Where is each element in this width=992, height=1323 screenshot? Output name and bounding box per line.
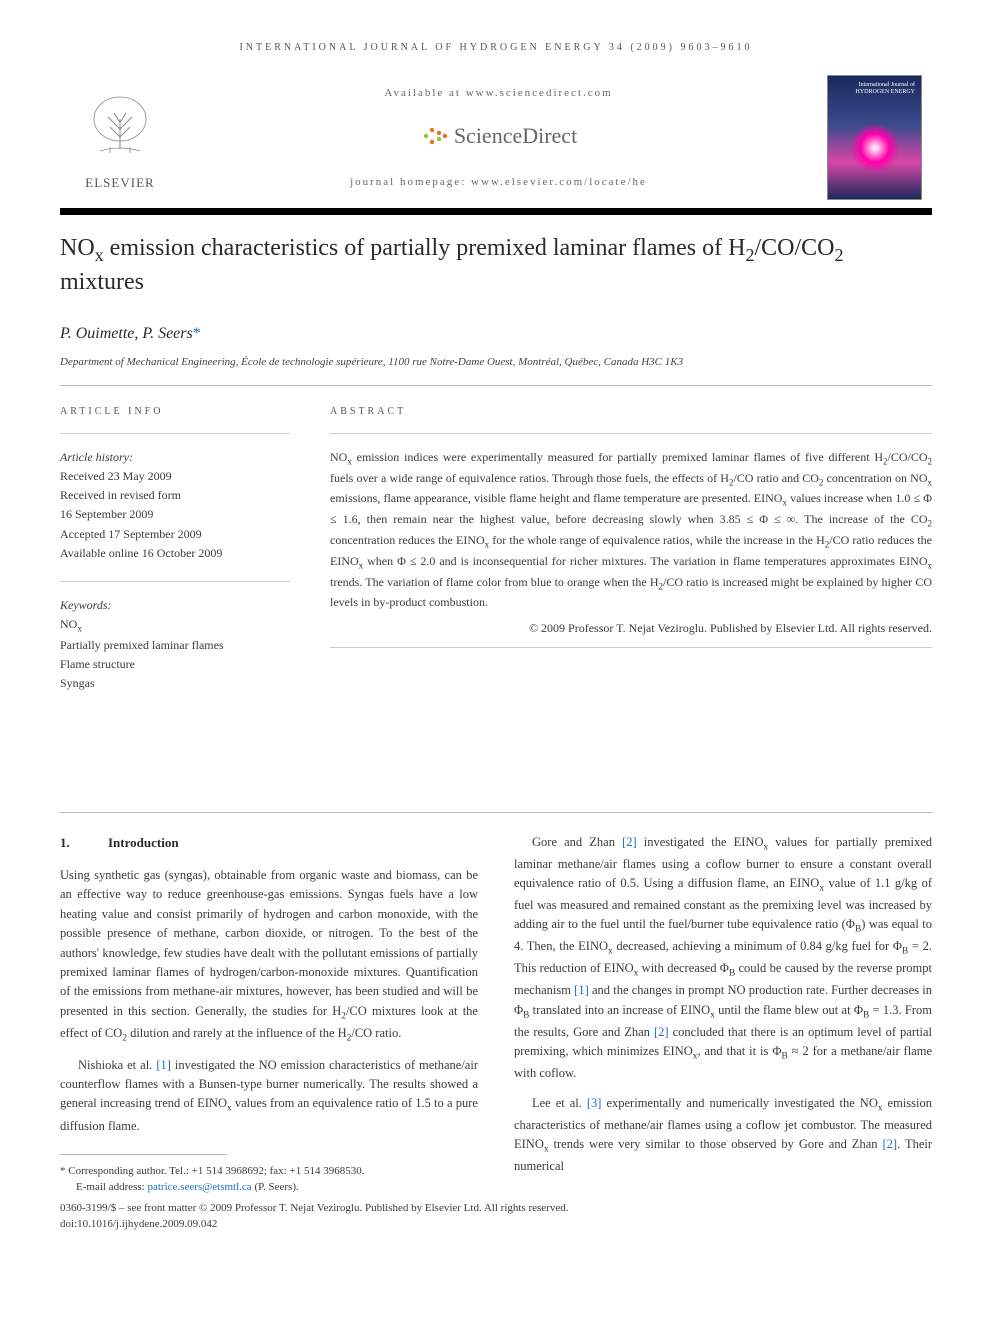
intro-para-1: Using synthetic gas (syngas), obtainable… xyxy=(60,866,478,1046)
history-accepted: Accepted 17 September 2009 xyxy=(60,525,290,544)
abstract-end-rule xyxy=(330,647,932,648)
sciencedirect-icon xyxy=(420,122,448,150)
email-label: E-mail address: xyxy=(76,1181,147,1193)
intro-para-2: Nishioka et al. [1] investigated the NO … xyxy=(60,1056,478,1136)
history-revised-line1: Received in revised form xyxy=(60,486,290,505)
right-column: Gore and Zhan [2] investigated the EINOx… xyxy=(514,833,932,1196)
available-at-text: Available at www.sciencedirect.com xyxy=(170,85,827,102)
abstract-label: ABSTRACT xyxy=(330,404,932,419)
history-received: Received 23 May 2009 xyxy=(60,467,290,486)
title-separator-bar xyxy=(60,208,932,215)
history-online: Available online 16 October 2009 xyxy=(60,544,290,563)
corresponding-author-footnote: * Corresponding author. Tel.: +1 514 396… xyxy=(60,1163,478,1196)
keyword-4: Syngas xyxy=(60,674,290,693)
issn-doi-footer: 0360-3199/$ – see front matter © 2009 Pr… xyxy=(60,1200,932,1233)
journal-homepage[interactable]: journal homepage: www.elsevier.com/locat… xyxy=(170,174,827,191)
history-title: Article history: xyxy=(60,448,290,467)
email-link[interactable]: patrice.seers@etsmtl.ca xyxy=(147,1181,251,1193)
elsevier-tree-icon xyxy=(80,89,160,169)
article-title: NOx emission characteristics of partiall… xyxy=(60,233,932,298)
affiliation: Department of Mechanical Engineering, Éc… xyxy=(60,354,932,371)
article-info-column: ARTICLE INFO Article history: Received 2… xyxy=(60,404,290,712)
copyright-line: © 2009 Professor T. Nejat Veziroglu. Pub… xyxy=(330,619,932,637)
body-top-rule xyxy=(60,812,932,813)
section-title: Introduction xyxy=(108,835,179,850)
abstract-column: ABSTRACT NOx emission indices were exper… xyxy=(330,404,932,712)
info-rule-2 xyxy=(60,581,290,582)
elsevier-label: ELSEVIER xyxy=(85,173,154,193)
abstract-rule xyxy=(330,433,932,434)
keyword-3: Flame structure xyxy=(60,655,290,674)
abstract-text: NOx emission indices were experimentally… xyxy=(330,448,932,613)
authors: P. Ouimette, P. Seers* xyxy=(60,322,932,346)
footnote-corr: * Corresponding author. Tel.: +1 514 396… xyxy=(60,1163,478,1180)
cover-title: International Journal of HYDROGEN ENERGY xyxy=(828,82,915,96)
sciencedirect-logo[interactable]: ScienceDirect xyxy=(170,119,827,152)
keyword-2: Partially premixed laminar flames xyxy=(60,636,290,655)
footnote-email-line: E-mail address: patrice.seers@etsmtl.ca … xyxy=(76,1179,478,1196)
email-suffix: (P. Seers). xyxy=(252,1181,299,1193)
right-para-2: Lee et al. [3] experimentally and numeri… xyxy=(514,1094,932,1177)
publisher-bar: ELSEVIER Available at www.sciencedirect.… xyxy=(60,75,932,200)
body-columns: 1.Introduction Using synthetic gas (syng… xyxy=(60,833,932,1196)
sciencedirect-text: ScienceDirect xyxy=(454,119,577,152)
doi-line: doi:10.1016/j.ijhydene.2009.09.042 xyxy=(60,1216,932,1233)
section-1-heading: 1.Introduction xyxy=(60,833,478,853)
journal-header: INTERNATIONAL JOURNAL OF HYDROGEN ENERGY… xyxy=(60,40,932,55)
info-rule-1 xyxy=(60,433,290,434)
keyword-1: NOx xyxy=(60,615,290,636)
section-number: 1. xyxy=(60,833,108,853)
right-para-1: Gore and Zhan [2] investigated the EINOx… xyxy=(514,833,932,1084)
keywords-block: Keywords: NOx Partially premixed laminar… xyxy=(60,596,290,694)
left-column: 1.Introduction Using synthetic gas (syng… xyxy=(60,833,478,1196)
issn-line: 0360-3199/$ – see front matter © 2009 Pr… xyxy=(60,1200,932,1217)
article-history: Article history: Received 23 May 2009 Re… xyxy=(60,448,290,563)
journal-cover-thumbnail[interactable]: International Journal of HYDROGEN ENERGY xyxy=(827,75,922,200)
elsevier-logo: ELSEVIER xyxy=(70,83,170,193)
keywords-title: Keywords: xyxy=(60,596,290,615)
footnote-separator xyxy=(60,1154,227,1155)
header-rule xyxy=(60,385,932,386)
history-revised-line2: 16 September 2009 xyxy=(60,505,290,524)
article-info-label: ARTICLE INFO xyxy=(60,404,290,419)
